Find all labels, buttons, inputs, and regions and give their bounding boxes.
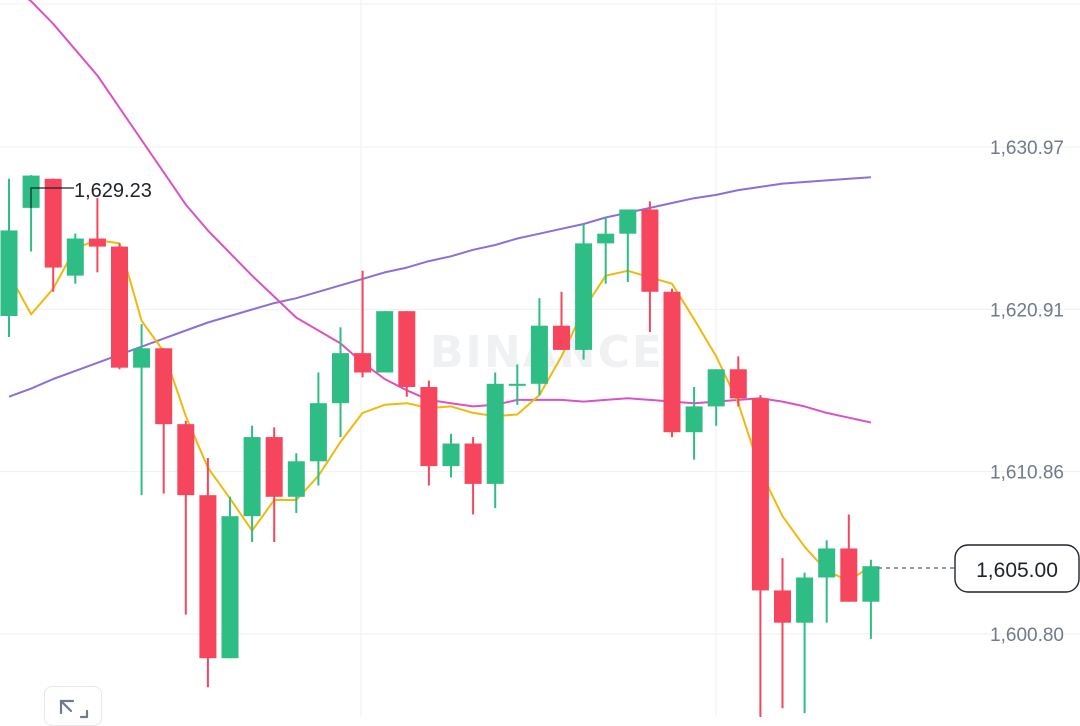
candle-body: [44, 178, 62, 268]
y-tick-label: 1,620.91: [990, 300, 1064, 321]
candle[interactable]: [774, 558, 791, 709]
candle-body: [796, 577, 814, 623]
candle-body: [707, 369, 725, 407]
candle[interactable]: [398, 311, 416, 397]
candle-body: [818, 548, 836, 578]
moving-average-lines: [8, 0, 872, 582]
high-marker-bracket: [30, 187, 74, 208]
candle[interactable]: [44, 178, 62, 292]
candle-body: [309, 403, 327, 462]
candle[interactable]: [420, 380, 438, 486]
ma-mid-line: [27, 0, 872, 424]
candle[interactable]: [619, 209, 637, 283]
candle[interactable]: [575, 223, 593, 360]
candles[interactable]: [0, 175, 880, 717]
expand-diagonal-icon: [59, 699, 89, 719]
candle[interactable]: [663, 288, 681, 438]
candle[interactable]: [840, 514, 858, 602]
ma-short-line: [8, 239, 872, 582]
candle-body: [508, 383, 526, 386]
candle-body: [685, 406, 703, 433]
candle[interactable]: [729, 356, 747, 407]
candle-body: [464, 443, 482, 484]
last-price-label: 1,605.00: [976, 559, 1058, 582]
candle[interactable]: [309, 372, 327, 486]
high-marker-label: 1,629.23: [74, 180, 152, 202]
candle[interactable]: [0, 178, 18, 337]
candle[interactable]: [685, 387, 703, 460]
candle[interactable]: [641, 201, 659, 333]
candle-body: [199, 495, 217, 659]
candle[interactable]: [376, 311, 394, 373]
candle[interactable]: [155, 348, 173, 494]
candle-body: [265, 437, 283, 497]
candle-body: [619, 209, 637, 234]
candle[interactable]: [796, 572, 814, 714]
candle-body: [862, 566, 880, 602]
candle-body: [663, 291, 681, 433]
candle-body: [420, 387, 438, 467]
candle-body: [486, 383, 504, 484]
candle[interactable]: [133, 324, 151, 496]
candle-body: [840, 548, 858, 602]
candle[interactable]: [442, 433, 460, 478]
y-axis-ticks: 1,630.97 1,620.91 1,610.86 1,600.80: [990, 138, 1064, 646]
candle-body: [88, 238, 106, 247]
candle-body: [177, 424, 195, 496]
candle-body: [376, 311, 394, 373]
candle[interactable]: [707, 369, 725, 426]
candle-body: [332, 353, 349, 404]
candle[interactable]: [66, 233, 84, 284]
candle[interactable]: [22, 175, 40, 252]
candle[interactable]: [332, 327, 349, 438]
candle[interactable]: [862, 559, 880, 639]
candle-body: [111, 246, 128, 368]
candle[interactable]: [508, 364, 526, 405]
candle[interactable]: [199, 458, 217, 688]
candle-body: [442, 443, 460, 467]
candle[interactable]: [464, 437, 482, 515]
candle-body: [641, 209, 659, 292]
candle-body: [243, 437, 261, 517]
expand-chart-button[interactable]: [44, 686, 102, 726]
candle[interactable]: [354, 270, 372, 378]
y-tick-label: 1,630.97: [990, 138, 1064, 159]
candle[interactable]: [287, 453, 305, 513]
candle[interactable]: [265, 427, 283, 542]
candle-body: [398, 311, 416, 388]
candle[interactable]: [553, 291, 570, 350]
candle[interactable]: [818, 540, 836, 623]
candle-body: [66, 238, 84, 276]
last-price-marker: 1,605.00: [878, 544, 1080, 593]
candle-body: [221, 516, 239, 659]
candle[interactable]: [88, 198, 106, 273]
high-marker: 1,629.23: [30, 180, 152, 208]
candle-body: [575, 243, 593, 350]
ma-long-line: [8, 176, 871, 398]
candle[interactable]: [486, 372, 504, 509]
candle[interactable]: [177, 420, 195, 615]
candle[interactable]: [111, 243, 128, 370]
candle-body: [774, 590, 791, 623]
candle-body: [133, 348, 151, 368]
candle-body: [729, 369, 747, 399]
candle-body: [0, 230, 18, 317]
last-price-box: [954, 544, 1080, 593]
candle[interactable]: [597, 217, 615, 284]
candle-body: [155, 348, 173, 425]
candle[interactable]: [221, 496, 239, 659]
candle[interactable]: [243, 425, 261, 542]
candle[interactable]: [530, 298, 548, 396]
candle-body: [553, 325, 570, 350]
candle-body: [287, 461, 305, 497]
candle-body: [354, 353, 372, 373]
candle[interactable]: [751, 395, 769, 717]
y-tick-label: 1,600.80: [990, 625, 1064, 646]
candle-body: [597, 233, 615, 244]
y-tick-label: 1,610.86: [990, 463, 1064, 484]
candle-body: [530, 325, 548, 384]
candle-body: [751, 398, 769, 591]
